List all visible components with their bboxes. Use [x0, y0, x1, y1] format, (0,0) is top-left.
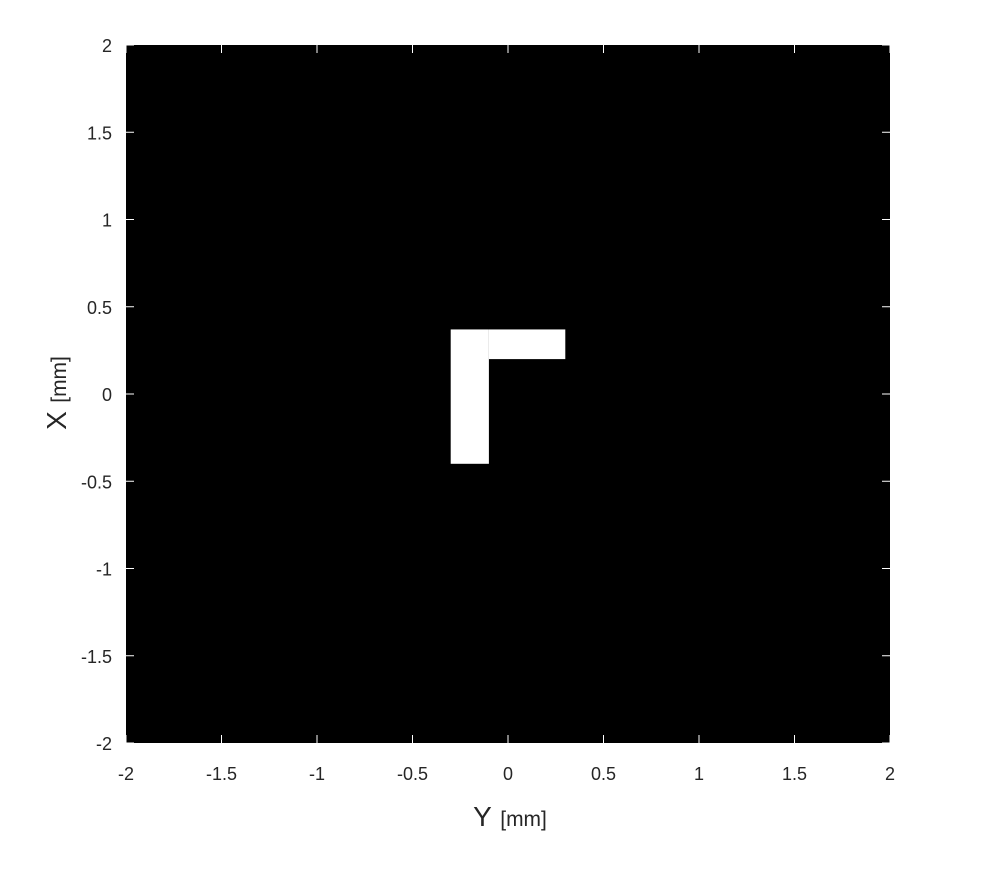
y-axis-title: X [mm] [41, 356, 72, 430]
y-tick-label-0: -2 [96, 734, 112, 754]
x-tick-label-7: 1.5 [782, 764, 807, 784]
x-tick-label-1: -1.5 [206, 764, 237, 784]
x-axis-symbol: Y [473, 801, 492, 832]
x-axis-title: Y [mm] [473, 801, 547, 832]
x-tick-label-2: -1 [309, 764, 325, 784]
shape-region-1 [488, 329, 566, 360]
x-tick-label-3: -0.5 [397, 764, 428, 784]
x-tick-label-6: 1 [694, 764, 704, 784]
tick-layer [125, 44, 891, 744]
x-tick-label-0: -2 [118, 764, 134, 784]
shape-region-0 [450, 329, 489, 464]
tick-label-layer: -2 -1.5 -1 -0.5 0 0.5 1 1.5 2 -2 -1.5 -1 -0.5 0 0.5 1 1.… [81, 36, 895, 784]
y-axis-symbol: X [41, 411, 72, 430]
plot-background [126, 45, 890, 743]
y-tick-label-4: 0 [102, 385, 112, 405]
x-tick-label-8: 2 [885, 764, 895, 784]
y-tick-label-8: 2 [102, 36, 112, 56]
y-tick-label-2: -1 [96, 560, 112, 580]
y-tick-label-3: -0.5 [81, 472, 112, 492]
y-tick-label-5: 0.5 [87, 298, 112, 318]
shape-layer [450, 329, 566, 464]
x-axis-unit: [mm] [500, 808, 547, 831]
y-axis-unit: [mm] [48, 356, 71, 403]
y-tick-label-7: 1.5 [87, 123, 112, 143]
x-tick-label-4: 0 [503, 764, 513, 784]
y-tick-label-6: 1 [102, 211, 112, 231]
y-tick-label-1: -1.5 [81, 647, 112, 667]
x-tick-label-5: 0.5 [591, 764, 616, 784]
